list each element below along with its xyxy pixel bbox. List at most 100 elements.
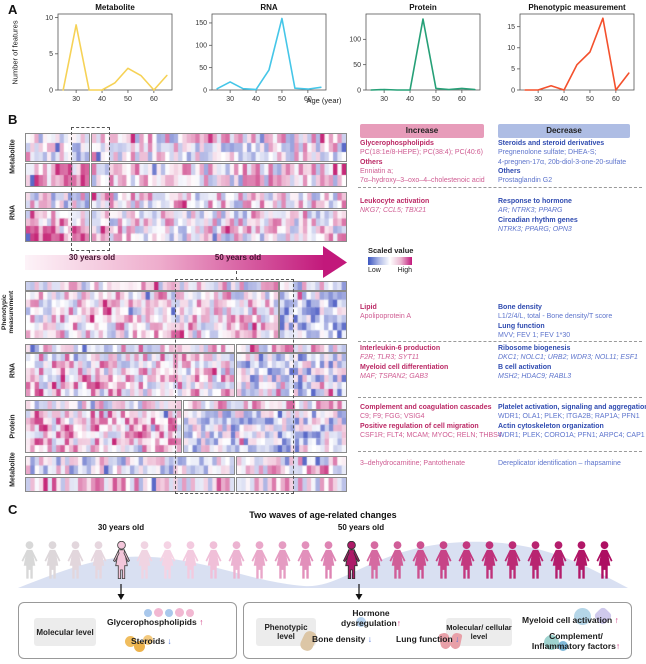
dashed-window-30 xyxy=(71,127,110,251)
phenotypic-level-label: Phenotypic level xyxy=(264,623,308,641)
svg-text:60: 60 xyxy=(458,96,466,103)
person-icon xyxy=(481,541,498,579)
annotation-line: Lung function xyxy=(498,322,545,330)
increase-arrow-icon: ↑ xyxy=(615,641,621,651)
annotation-line: C9; F9; FGG; VSIG4 xyxy=(360,413,425,421)
decrease-arrow-icon: ↓ xyxy=(455,634,460,644)
annotation-line: Leukocyte activation xyxy=(360,198,430,205)
molecular-level-label: Molecular level xyxy=(36,627,94,637)
heatmap-block xyxy=(236,344,347,353)
person-icon xyxy=(67,541,84,579)
annotation-line: F2R; TLR3; SYT11 xyxy=(360,354,420,362)
heatmap-block xyxy=(25,281,279,291)
dashed-connector-30 xyxy=(89,250,90,258)
svg-text:5: 5 xyxy=(511,66,515,73)
heatmap-block xyxy=(25,163,90,187)
person-icon xyxy=(320,541,337,579)
svg-text:Metabolite: Metabolite xyxy=(95,3,135,12)
heatmap-block xyxy=(25,410,182,453)
annotation-increase-section-1: Glycerophospholipids PC(18:1e/8-HEPE); PC… xyxy=(360,139,485,185)
annotation-line: Enniatin a; xyxy=(360,167,394,175)
annotation-decrease-section-3: Bone density L1/2/4/L, total - Bone densi… xyxy=(498,303,612,340)
molecular-level-box: Molecular level Glycerophospholipids ↑ S… xyxy=(18,602,237,659)
line-chart-metabolite: Metabolite 0 5 10 30 40 50 60 xyxy=(28,2,180,104)
svg-text:40: 40 xyxy=(406,96,414,103)
svg-text:50: 50 xyxy=(432,96,440,103)
svg-text:10: 10 xyxy=(45,15,53,22)
annotation-line: Complement and coagulation cascades xyxy=(360,404,492,411)
svg-text:0: 0 xyxy=(203,87,207,94)
heatmap-block xyxy=(183,400,347,410)
population-figures xyxy=(21,541,613,580)
annotation-line: Pregnenolone sulfate; DHEA-S; xyxy=(498,149,597,157)
lipid-head-icon xyxy=(165,609,173,617)
svg-text:5: 5 xyxy=(49,51,53,58)
svg-text:60: 60 xyxy=(150,96,158,103)
annotation-line: MSH2; HDAC9; RABL3 xyxy=(498,372,572,380)
svg-text:0: 0 xyxy=(49,87,53,94)
person-icon xyxy=(343,541,360,580)
person-icon xyxy=(297,541,314,579)
annotation-line: Actin cytoskeleton organization xyxy=(498,422,604,430)
lung-function-item: Lung function ↓ xyxy=(396,634,460,644)
lipid-head-icon xyxy=(175,608,184,617)
svg-text:60: 60 xyxy=(612,96,620,103)
heatmap-block xyxy=(25,210,90,242)
heatmap-block xyxy=(25,192,90,209)
heatmap-block xyxy=(25,344,235,353)
annotation-line: Bone density xyxy=(498,304,542,311)
decrease-arrow-icon: ↓ xyxy=(167,636,172,646)
svg-text:50: 50 xyxy=(353,62,361,69)
heatmap-block xyxy=(279,291,347,339)
line-chart-protein: Protein 0 50 100 30 40 50 60 xyxy=(336,2,488,104)
heatmap-block xyxy=(91,133,347,162)
person-icon xyxy=(527,541,544,579)
myeloid-activation-item: Myeloid cell activation ↑ xyxy=(522,615,619,625)
steroids-item: Steroids ↓ xyxy=(131,636,172,646)
glycerophospholipids-item: Glycerophospholipids ↑ xyxy=(107,617,204,627)
person-icon xyxy=(550,541,567,579)
annotation-increase-section-4: Interleukin-6 production F2R; TLR3; SYT11… xyxy=(360,344,448,381)
complement-icon xyxy=(544,635,559,650)
annotation-increase-section-3: Lipid Apolipoprotein A xyxy=(360,303,411,322)
svg-text:100: 100 xyxy=(349,37,361,44)
annotation-line: WDR1; PLEK; CORO1A; PFN1; ARPC4; CAP1 xyxy=(498,431,645,439)
svg-text:30: 30 xyxy=(534,96,542,103)
hormone-icon xyxy=(356,617,366,627)
svg-text:30: 30 xyxy=(226,96,234,103)
molecular-cellular-level-label: Molecular/ cellular level xyxy=(446,623,512,641)
person-icon xyxy=(90,541,107,579)
age-30-label: 30 years old xyxy=(97,523,145,532)
decrease-arrow-icon: ↓ xyxy=(367,634,372,644)
complement-icon xyxy=(558,641,568,651)
person-icon xyxy=(435,541,452,579)
steroid-icon xyxy=(134,641,145,652)
annotation-line: 4-pregnen-17α, 20b-diol-3-one-20-sulfate xyxy=(498,158,627,166)
heatmap-block xyxy=(91,192,347,209)
annotation-line: Response to hormone xyxy=(498,198,572,205)
scale-high-label: High xyxy=(397,267,412,274)
svg-text:40: 40 xyxy=(560,96,568,103)
annotation-line: WDR1; OLA1; PLEK; ITGA2B; RAP1A; PFN1 xyxy=(498,413,640,421)
myeloid-cell-icon xyxy=(574,608,591,625)
svg-text:Phenotypic measurement: Phenotypic measurement xyxy=(528,3,626,12)
dashed-window-50 xyxy=(175,279,294,494)
svg-text:50: 50 xyxy=(278,96,286,103)
heatmap-block xyxy=(25,400,182,410)
person-icon xyxy=(159,541,176,579)
line-chart-phenotypic-measurement: Phenotypic measurement 0 5 10 15 30 40 50 60 xyxy=(490,2,642,104)
row-label-metabolite: Metabolite xyxy=(9,452,17,487)
svg-text:50: 50 xyxy=(586,96,594,103)
svg-text:30: 30 xyxy=(72,96,80,103)
dashed-connector-50 xyxy=(236,271,237,280)
annotation-line: Dereplicator identification – rhapsamine xyxy=(498,460,621,467)
heatmap-block xyxy=(236,353,347,397)
annotation-line: Circadian rhythm genes xyxy=(498,216,578,224)
y-axis-label: Number of features xyxy=(10,20,20,85)
section-divider xyxy=(358,397,642,398)
panel-c-title: Two waves of age-related changes xyxy=(249,510,397,520)
svg-text:15: 15 xyxy=(507,24,515,31)
annotation-line: DKC1; NOLC1; URB2; WDR3; NOL11; ESF1 xyxy=(498,354,638,362)
annotation-line: Others xyxy=(360,158,383,166)
